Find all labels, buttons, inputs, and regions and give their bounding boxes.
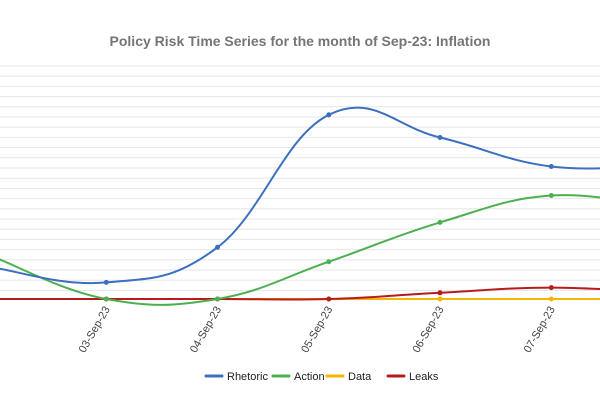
legend-item-data[interactable]: Data [325, 371, 372, 383]
data-point-action[interactable] [548, 193, 554, 198]
data-point-action[interactable] [215, 296, 220, 302]
x-tick-label: 06-Sep-23 [411, 305, 447, 355]
data-point-rhetoric[interactable] [326, 112, 332, 118]
grid-layer [0, 65, 600, 300]
legend-item-rhetoric[interactable]: Rhetoric [204, 371, 268, 383]
data-point-rhetoric[interactable] [215, 244, 220, 250]
data-point-rhetoric[interactable] [437, 135, 443, 140]
legend-item-action[interactable]: Action [271, 371, 325, 383]
legend-item-leaks[interactable]: Leaks [386, 371, 439, 383]
x-tick-label: 07-Sep-23 [522, 305, 558, 355]
series-line-leaks [0, 286, 600, 301]
legend-label-data: Data [348, 371, 372, 383]
data-point-action[interactable] [103, 296, 109, 302]
legend-label-rhetoric: Rhetoric [227, 371, 268, 383]
legend-label-action: Action [294, 371, 325, 383]
legend-label-leaks: Leaks [409, 371, 439, 383]
data-point-leaks[interactable] [437, 290, 443, 296]
data-point-action[interactable] [326, 259, 332, 265]
data-point-action[interactable] [437, 219, 443, 225]
series-layer [0, 106, 600, 306]
data-point-leaks[interactable] [548, 285, 554, 291]
data-point-data[interactable] [437, 296, 443, 302]
chart-title: Policy Risk Time Series for the month of… [109, 33, 491, 49]
data-point-rhetoric[interactable] [548, 164, 554, 169]
data-point-rhetoric[interactable] [103, 279, 109, 285]
x-tick-label: 03-Sep-23 [77, 305, 113, 355]
legend: Rhetoric Action Data Leaks [204, 371, 439, 383]
data-point-data[interactable] [548, 296, 554, 302]
x-axis-ticks: 03-Sep-23 04-Sep-23 05-Sep-23 06-Sep-23 07-S… [77, 305, 558, 355]
x-tick-label: 05-Sep-23 [299, 305, 335, 355]
data-point-leaks[interactable] [326, 296, 332, 302]
series-line-rhetoric [0, 106, 600, 285]
x-tick-label: 04-Sep-23 [188, 305, 224, 355]
